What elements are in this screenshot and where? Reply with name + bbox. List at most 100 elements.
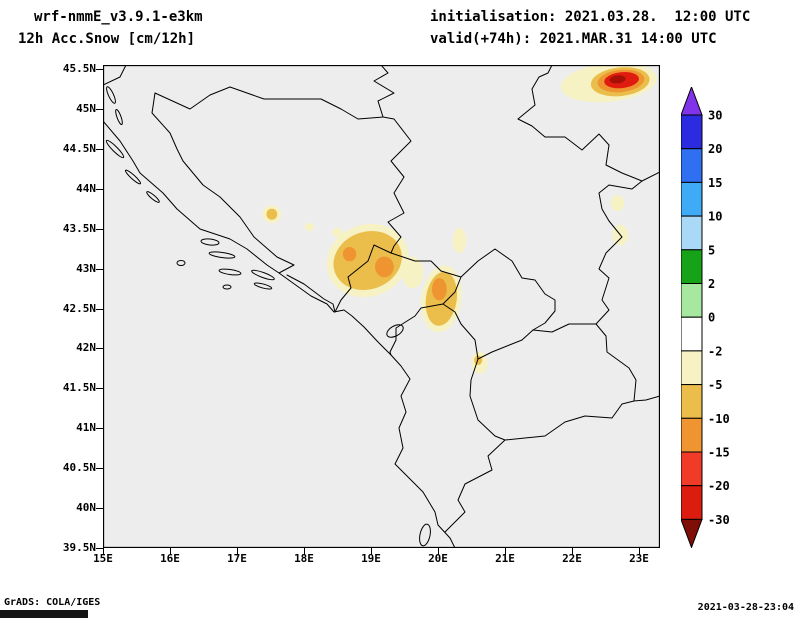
colorbar-label: -30 [708, 513, 730, 527]
lat-tick [96, 108, 103, 110]
border-kosovo [442, 248, 556, 360]
lat-tick [96, 428, 103, 430]
colorbar-segment [681, 148, 703, 183]
lon-tick-label: 23E [629, 552, 649, 565]
snow-region-east-serbia-spot-2 [610, 195, 625, 212]
border-albania-greece [444, 439, 506, 533]
snow-region-band-core-west [342, 246, 357, 262]
colorbar-label: -2 [708, 344, 722, 358]
island-dugi-otok [124, 169, 142, 185]
colorbar-label: -5 [708, 378, 722, 392]
border-bosnia-montenegro [334, 244, 392, 313]
lon-tick-label: 22E [562, 552, 582, 565]
lat-tick-label: 40N [76, 501, 96, 515]
lat-tick-label: 43.5N [62, 221, 96, 235]
lat-tick [96, 548, 103, 550]
lon-tick-label: 18E [294, 552, 314, 565]
border-serbia-romania-north [517, 65, 553, 120]
lon-tick-label: 17E [227, 552, 247, 565]
border-montenegro-albania [389, 303, 444, 356]
islands-and-lakes [105, 86, 431, 547]
lat-tick [96, 348, 103, 350]
colorbar-segment [681, 350, 703, 386]
lat-tick-label: 45N [76, 101, 96, 115]
peninsula-peljesac [251, 269, 275, 281]
colorbar-segment [681, 384, 703, 419]
lat-tick-label: 39.5N [62, 541, 96, 555]
island-corfu [419, 523, 431, 547]
island-krk [106, 86, 116, 104]
border-macedonia-greece [504, 400, 635, 441]
colorbar-segment [681, 417, 703, 453]
border-croatia-bosnia-south [286, 274, 336, 313]
lat-tick-label: 45.5N [62, 62, 96, 75]
colorbar-segment [681, 215, 703, 251]
lat-tick-label: 41N [76, 421, 96, 435]
init-time: initialisation: 2021.03.28. 12:00 UTC [430, 9, 751, 25]
border-serbia-romania-danube [517, 118, 643, 182]
colorbar-label: -20 [708, 479, 730, 493]
colorbar-label: 2 [708, 277, 715, 291]
border-bulgaria-greece [633, 395, 660, 402]
border-croatia-bosnia-sava [154, 86, 384, 120]
border-croatia-bosnia-west [151, 92, 295, 274]
window-edge-strip [0, 610, 88, 618]
coastline-adriatic [103, 120, 456, 548]
lat-tick-label: 41.5N [62, 381, 96, 395]
map-background [103, 65, 660, 548]
lon-tick-label: 20E [428, 552, 448, 565]
lat-tick [96, 508, 103, 510]
colorbar-label: 5 [708, 243, 715, 257]
lon-tick [103, 548, 104, 555]
snow-region-banat-west-spot [565, 75, 577, 85]
colorbar-segment [681, 249, 703, 285]
lake-skadar [386, 324, 404, 338]
lat-tick-label: 44N [76, 181, 96, 195]
map-borders [103, 65, 660, 548]
border-romania-bulgaria [641, 171, 660, 182]
island-pag [105, 139, 125, 159]
island-lastovo [222, 284, 232, 290]
lon-tick-label: 19E [361, 552, 381, 565]
map-plot [103, 65, 660, 548]
lon-tick [304, 548, 305, 555]
plot-frame [103, 65, 660, 548]
snow-region-montenegro-serbia-blob-core [431, 278, 447, 301]
lat-tick [96, 468, 103, 470]
model-name: wrf-nmmE_v3.9.1-e3km [34, 9, 203, 25]
colorbar-segment [681, 283, 703, 318]
border-macedonia-bulgaria [595, 323, 637, 402]
lon-tick [438, 548, 439, 555]
island-kornati [146, 191, 160, 203]
lat-tick [96, 308, 103, 310]
snow-region-west-serbia-streak [452, 227, 467, 254]
island-hvar [208, 251, 236, 259]
lon-tick-label: 15E [93, 552, 113, 565]
border-montenegro-kosovo [442, 276, 462, 305]
colorbar-arrow-bottom [681, 518, 703, 548]
snow-region-sar-mountains-spot [474, 355, 483, 366]
lat-tick-label: 40.5N [62, 461, 96, 475]
lat-tick [96, 388, 103, 390]
border-slovenia-croatia [103, 65, 127, 86]
colorbar-label: 10 [708, 210, 722, 224]
colorbar-label: 0 [708, 311, 715, 325]
border-serbia-bulgaria [595, 180, 643, 325]
snow-region-east-bosnia-spot [304, 223, 315, 231]
border-albania-macedonia [469, 358, 506, 441]
lon-tick [237, 548, 238, 555]
colorbar-label: -15 [708, 446, 730, 460]
lat-tick [96, 69, 103, 70]
island-cres [115, 108, 123, 126]
colorbar-segment [681, 181, 703, 217]
lat-tick-label: 43N [76, 261, 96, 275]
island-mljet [253, 282, 273, 290]
colorbar-segment [681, 451, 703, 487]
colorbar-label: 20 [708, 142, 722, 156]
colorbar-segment [681, 485, 703, 520]
snow-region-banat-maximum-core [609, 75, 626, 84]
snow-region-band-core-east [375, 256, 394, 278]
snow-region-band-neck [401, 256, 424, 289]
border-croatia-serbia [373, 65, 395, 118]
